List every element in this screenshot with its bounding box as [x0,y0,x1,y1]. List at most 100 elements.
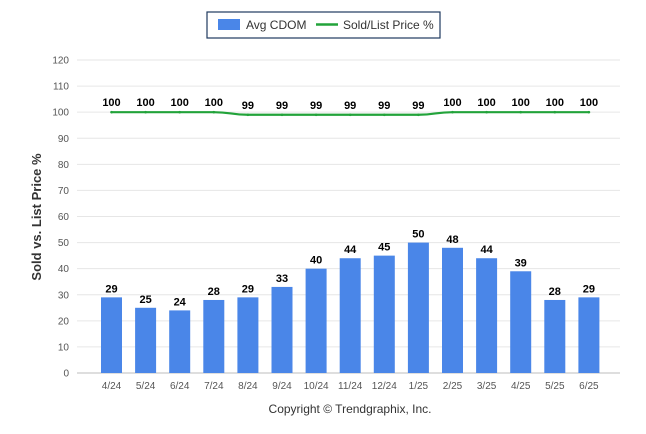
line-point [417,113,420,117]
x-tick-label: 11/24 [338,381,363,392]
bar [135,307,157,373]
x-tick-label: 9/24 [272,381,292,392]
x-tick-label: 3/25 [477,381,497,392]
bar [101,297,122,373]
bar [544,299,566,373]
line-data-label: 99 [378,100,390,112]
x-tick-label: 7/24 [204,381,224,392]
bar-data-labels: 29 25 24 28 29 33 40 44 45 50 48 44 39 28 29 [105,229,595,309]
bar [237,297,259,373]
bar-data-label: 28 [208,286,220,298]
bar-data-label: 45 [378,242,390,254]
line-point [144,110,147,114]
y-tick-label: 120 [52,56,69,67]
bar [476,258,498,373]
line-data-label: 100 [443,97,461,109]
line-data-label: 99 [242,100,254,112]
legend-label-sold-list: Sold/List Price % [343,18,434,32]
x-tick-label: 6/24 [170,381,190,392]
legend-label-avg-cdom: Avg CDOM [246,18,306,32]
x-tick-label: 5/25 [545,381,565,392]
line-data-labels: 100 100 100 100 99 99 99 99 99 99 100 100 100 100 100 [102,97,598,112]
bar-data-label: 39 [515,257,527,269]
bar [339,258,361,373]
line-data-label: 100 [171,97,189,109]
line-point [110,110,113,114]
bar-data-label: 29 [583,283,595,295]
bar-data-label: 29 [242,283,254,295]
line-series-sold-list [110,110,591,117]
y-tick-label: 40 [58,264,70,275]
y-tick-label: 110 [53,82,69,93]
bar-data-label: 44 [344,244,357,256]
line-point [280,113,284,117]
bar-data-label: 40 [310,255,322,267]
bar [305,268,327,373]
bar-data-label: 24 [174,296,187,308]
line-data-label: 99 [412,100,424,112]
line-point [383,113,386,117]
y-tick-label: 80 [58,160,70,171]
bar-data-label: 44 [480,244,493,256]
bar-data-label: 33 [276,273,288,285]
bar-data-label: 25 [139,294,151,306]
bar [510,271,532,373]
line-point [314,113,318,117]
legend-swatch-avg-cdom [218,19,240,30]
line-data-label: 100 [512,97,530,109]
line-data-label: 100 [136,97,154,109]
line-point [212,110,216,114]
bar-data-label: 48 [446,234,458,246]
bar [442,247,463,373]
line-data-label: 99 [276,100,288,112]
x-tick-label: 4/25 [511,381,531,392]
y-tick-label: 70 [58,186,70,197]
x-tick-label: 12/24 [372,381,397,392]
y-tick-label: 0 [63,369,69,380]
y-tick-label: 100 [52,108,69,119]
y-tick-label: 20 [58,316,70,327]
bar-data-label: 50 [412,229,424,241]
line-data-label: 100 [102,97,120,109]
x-tick-label: 8/24 [238,381,258,392]
y-tick-label: 30 [58,290,70,301]
bar [203,299,225,373]
bar-data-label: 29 [105,283,117,295]
y-axis-title: Sold vs. List Price % [29,153,44,281]
line-point [246,113,250,117]
y-axis-ticks: 0 10 20 30 40 50 60 70 80 90 100 110 120 [52,56,69,380]
line-point [519,110,522,114]
line-data-label: 99 [310,100,322,112]
line-point [587,110,591,114]
line-point [451,110,454,114]
x-tick-label: 4/24 [102,381,122,392]
line-data-label: 99 [344,100,356,112]
x-tick-label: 1/25 [409,381,429,392]
x-tick-label: 10/24 [304,381,329,392]
bar [373,255,395,373]
bar-series-avg-cdom [101,242,600,373]
x-axis-ticks: 4/24 5/24 6/24 7/24 8/24 9/24 10/24 11/24 12/24 1… [102,381,599,392]
bar-data-label: 28 [549,286,561,298]
x-tick-label: 2/25 [443,381,463,392]
x-tick-label: 5/24 [136,381,156,392]
x-tick-label: 6/25 [579,381,599,392]
line-point [178,110,181,114]
copyright-text: Copyright © Trendgraphix, Inc. [269,402,432,416]
line-data-label: 100 [546,97,564,109]
bar [271,286,293,373]
y-tick-label: 90 [58,134,70,145]
line-data-label: 100 [477,97,495,109]
line-point [553,110,557,114]
y-tick-label: 10 [58,342,70,353]
bar [407,242,429,373]
bar [169,310,191,373]
line-point [485,110,488,114]
line-data-label: 100 [205,97,223,109]
legend: Avg CDOM Sold/List Price % [206,11,441,39]
line-data-label: 100 [580,97,598,109]
line-point [348,113,352,117]
y-tick-label: 60 [58,212,70,223]
gridlines [77,59,620,374]
